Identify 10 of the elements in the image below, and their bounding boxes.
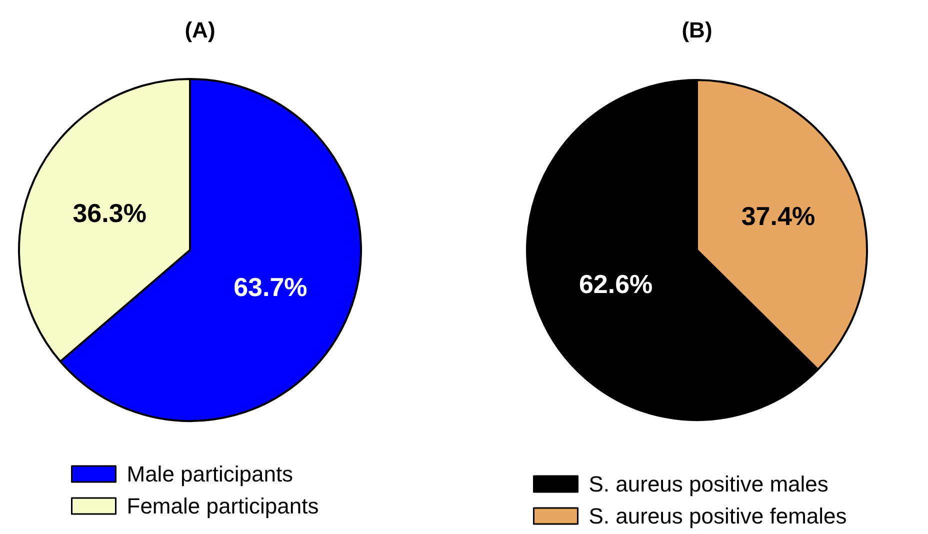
data-label: 37.4% — [741, 201, 816, 232]
chart-title: (B) — [682, 18, 712, 42]
legend-label: Male participants — [126, 462, 294, 486]
data-label: 62.6% — [578, 268, 653, 299]
legend-label: S. aureus positive males — [588, 472, 828, 496]
legend-label: Female participants — [126, 494, 319, 518]
data-label: 36.3% — [72, 198, 146, 228]
data-label: 63.7% — [234, 272, 308, 302]
chart-title: (A) — [184, 18, 216, 42]
legend-label: S. aureus positive females — [588, 504, 847, 528]
